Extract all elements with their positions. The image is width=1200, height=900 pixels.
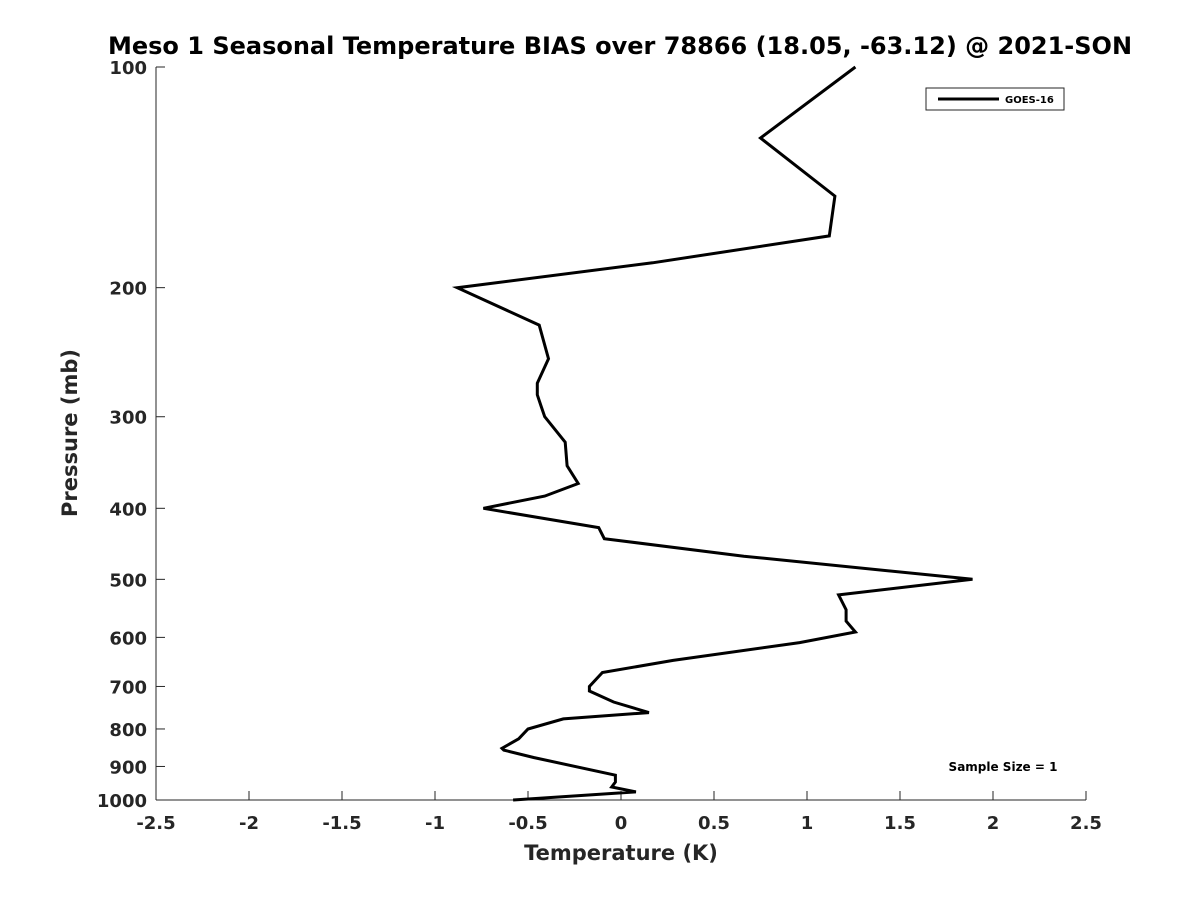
chart-title: Meso 1 Seasonal Temperature BIAS over 78… bbox=[108, 32, 1132, 60]
x-tick-label: 2 bbox=[987, 813, 1000, 834]
y-tick-label: 600 bbox=[109, 628, 147, 649]
sample-size-annotation: Sample Size = 1 bbox=[949, 760, 1058, 774]
x-tick-label: 0 bbox=[615, 813, 628, 834]
y-tick-label: 800 bbox=[109, 720, 147, 741]
series-layer bbox=[451, 65, 973, 802]
y-axis-ticks: 100 200 300 400 500 600 700 800 900 1000 bbox=[97, 58, 165, 812]
y-tick-label: 1000 bbox=[97, 791, 147, 812]
series-line-goes-16 bbox=[451, 65, 973, 802]
x-axis-ticks: -2.5 -2 -1.5 -1 -0.5 0 0.5 1 1.5 2 2.5 bbox=[136, 791, 1102, 834]
y-tick-label: 900 bbox=[109, 757, 147, 778]
y-axis-label: Pressure (mb) bbox=[58, 349, 82, 517]
y-tick-label: 500 bbox=[109, 570, 147, 591]
legend: GOES-16 bbox=[925, 87, 1065, 111]
x-tick-label: -2.5 bbox=[136, 813, 175, 834]
x-tick-label: 1.5 bbox=[884, 813, 916, 834]
x-tick-label: 0.5 bbox=[698, 813, 730, 834]
x-tick-label: -1 bbox=[425, 813, 445, 834]
y-tick-label: 200 bbox=[109, 279, 147, 300]
x-tick-label: -2 bbox=[239, 813, 259, 834]
x-tick-label: 1 bbox=[801, 813, 814, 834]
y-tick-label: 700 bbox=[109, 677, 147, 698]
y-tick-label: 100 bbox=[109, 58, 147, 79]
x-tick-label: -1.5 bbox=[322, 813, 361, 834]
y-tick-label: 300 bbox=[109, 408, 147, 429]
x-axis-label: Temperature (K) bbox=[524, 841, 718, 865]
legend-label-goes16: GOES-16 bbox=[1005, 95, 1054, 106]
x-tick-label: -0.5 bbox=[508, 813, 547, 834]
x-tick-label: 2.5 bbox=[1070, 813, 1102, 834]
y-tick-label: 400 bbox=[109, 499, 147, 520]
